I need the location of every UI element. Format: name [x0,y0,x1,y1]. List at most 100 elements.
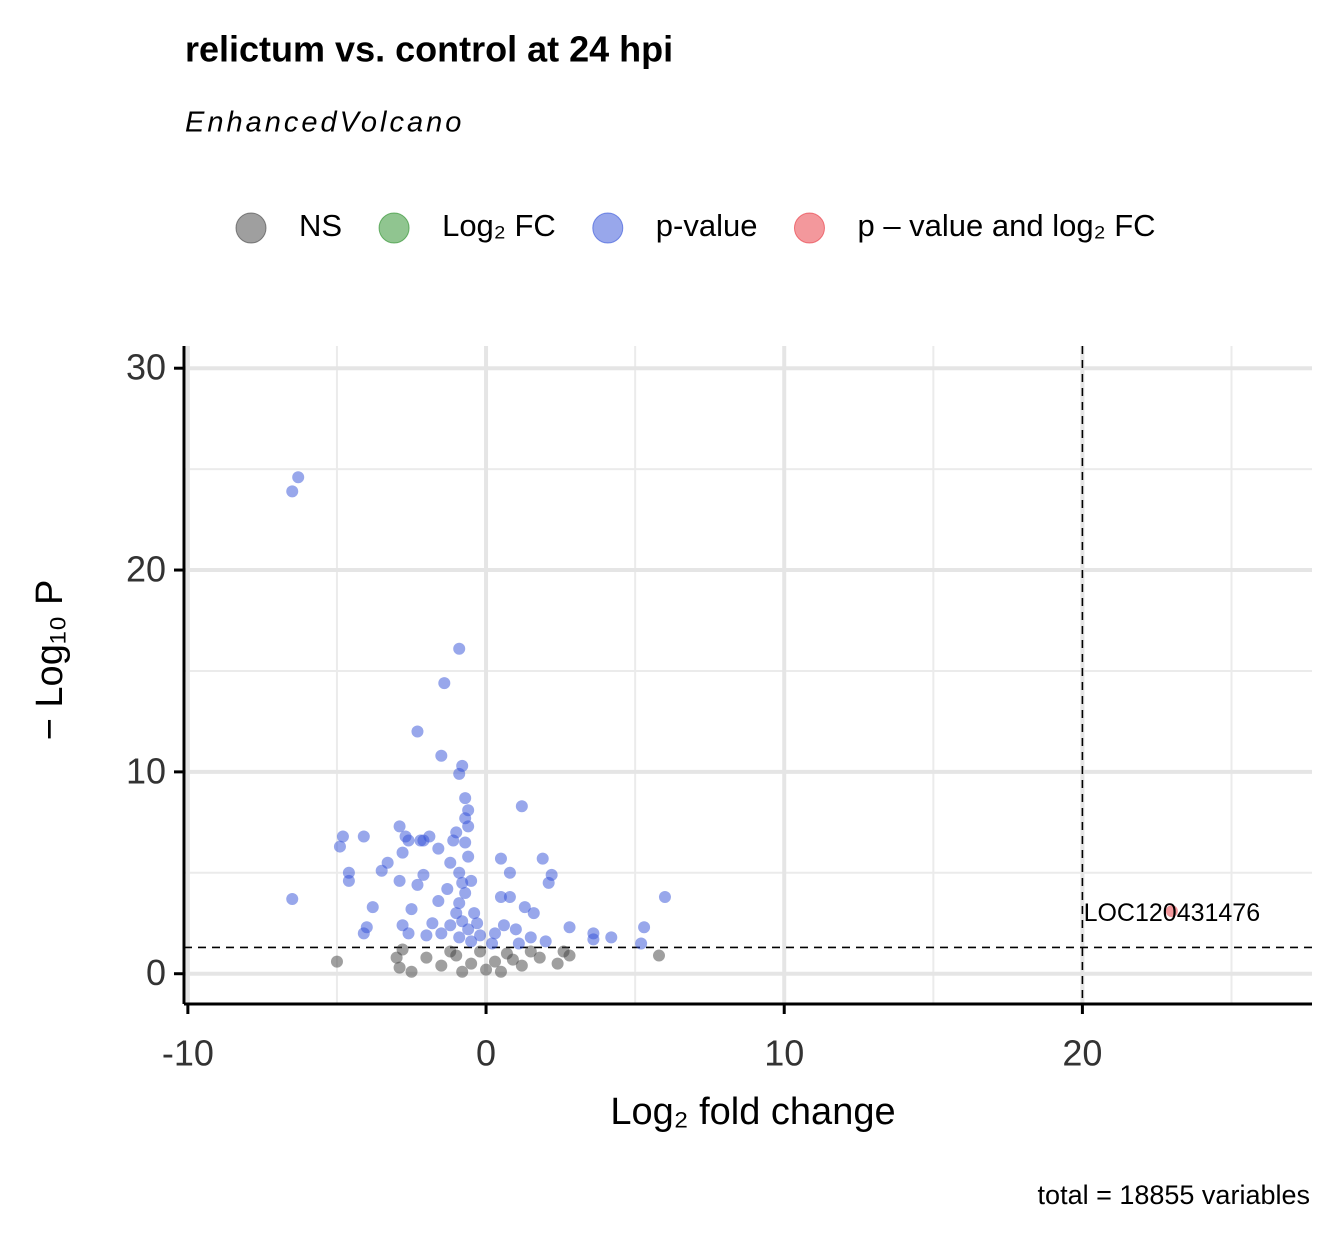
y-axis-title: − Log₁₀ P [29,580,71,741]
legend-label: NS [299,208,342,243]
data-point [402,927,415,940]
data-point [551,957,564,970]
data-point [494,891,507,904]
data-point [518,901,531,914]
data-point [393,874,406,887]
data-point [456,759,469,772]
data-point [462,923,475,936]
legend-swatch [592,212,624,244]
data-point [453,866,466,879]
data-point [342,866,355,879]
data-point [512,937,525,950]
data-point [480,963,493,976]
data-point [292,471,305,484]
data-point [330,955,343,968]
data-point [1165,905,1178,918]
data-point [471,917,484,930]
data-point [459,886,472,899]
data-point [563,921,576,934]
data-point [509,923,522,936]
data-point [393,820,406,833]
data-point [438,677,451,690]
data-point [465,874,478,887]
data-point [435,927,448,940]
data-point [420,951,433,964]
chart-title: relictum vs. control at 24 hpi [185,29,673,70]
data-point [444,945,457,958]
data-point [587,933,600,946]
legend-swatch [235,212,267,244]
data-point [405,903,418,916]
data-point [420,929,433,942]
chart-subtitle: EnhancedVolcano [185,107,464,139]
data-point [524,945,537,958]
data-point [435,749,448,762]
data-point [411,725,424,738]
data-point [441,882,454,895]
data-point [405,965,418,978]
data-point [456,965,469,978]
legend-swatch [378,212,410,244]
data-point [488,927,501,940]
data-point [488,955,501,968]
data-point [494,965,507,978]
data-point [426,917,439,930]
x-axis-title: Log₂ fold change [610,1091,895,1133]
y-tick-label: 30 [126,347,166,388]
data-point [459,792,472,805]
data-point [474,929,487,942]
legend-swatch [793,212,825,244]
data-point [486,937,499,950]
data-point [465,935,478,948]
data-point [652,949,665,962]
legend-label: p – value and log₂ FC [857,208,1155,243]
data-point [357,927,370,940]
data-point [432,895,445,908]
data-point [453,897,466,910]
data-point [605,931,618,944]
x-tick-label: 0 [476,1033,496,1074]
data-point [515,959,528,972]
data-point [286,893,299,906]
point-label: LOC120431476 [1084,899,1261,927]
caption: total = 18855 variables [1038,1180,1310,1210]
data-point [402,834,415,847]
x-tick-label: -10 [162,1033,214,1074]
data-point [453,642,466,655]
data-point [462,850,475,863]
data-point [503,866,516,879]
data-point [411,878,424,891]
data-point [432,842,445,855]
data-point [393,961,406,974]
data-point [468,907,481,920]
data-point [333,840,346,853]
data-point [286,485,299,498]
data-point [536,852,549,865]
data-point [447,834,460,847]
legend-label: p-value [656,208,758,243]
data-point [456,876,469,889]
data-point [527,907,540,920]
data-point [444,856,457,869]
data-point [417,868,430,881]
legend-label: Log₂ FC [442,208,556,243]
x-tick-label: 10 [764,1033,804,1074]
data-point [453,931,466,944]
data-point [658,891,671,904]
data-point [357,830,370,843]
y-tick-label: 20 [126,549,166,590]
data-point [542,876,555,889]
data-point [524,931,537,944]
data-point [533,951,546,964]
y-tick-label: 0 [146,952,166,993]
data-point [462,820,475,833]
data-point [366,901,379,914]
y-tick-label: 10 [126,750,166,791]
data-point [336,830,349,843]
data-point [435,959,448,972]
x-tick-label: 20 [1062,1033,1102,1074]
data-point [638,921,651,934]
data-point [459,836,472,849]
data-point [515,800,528,813]
